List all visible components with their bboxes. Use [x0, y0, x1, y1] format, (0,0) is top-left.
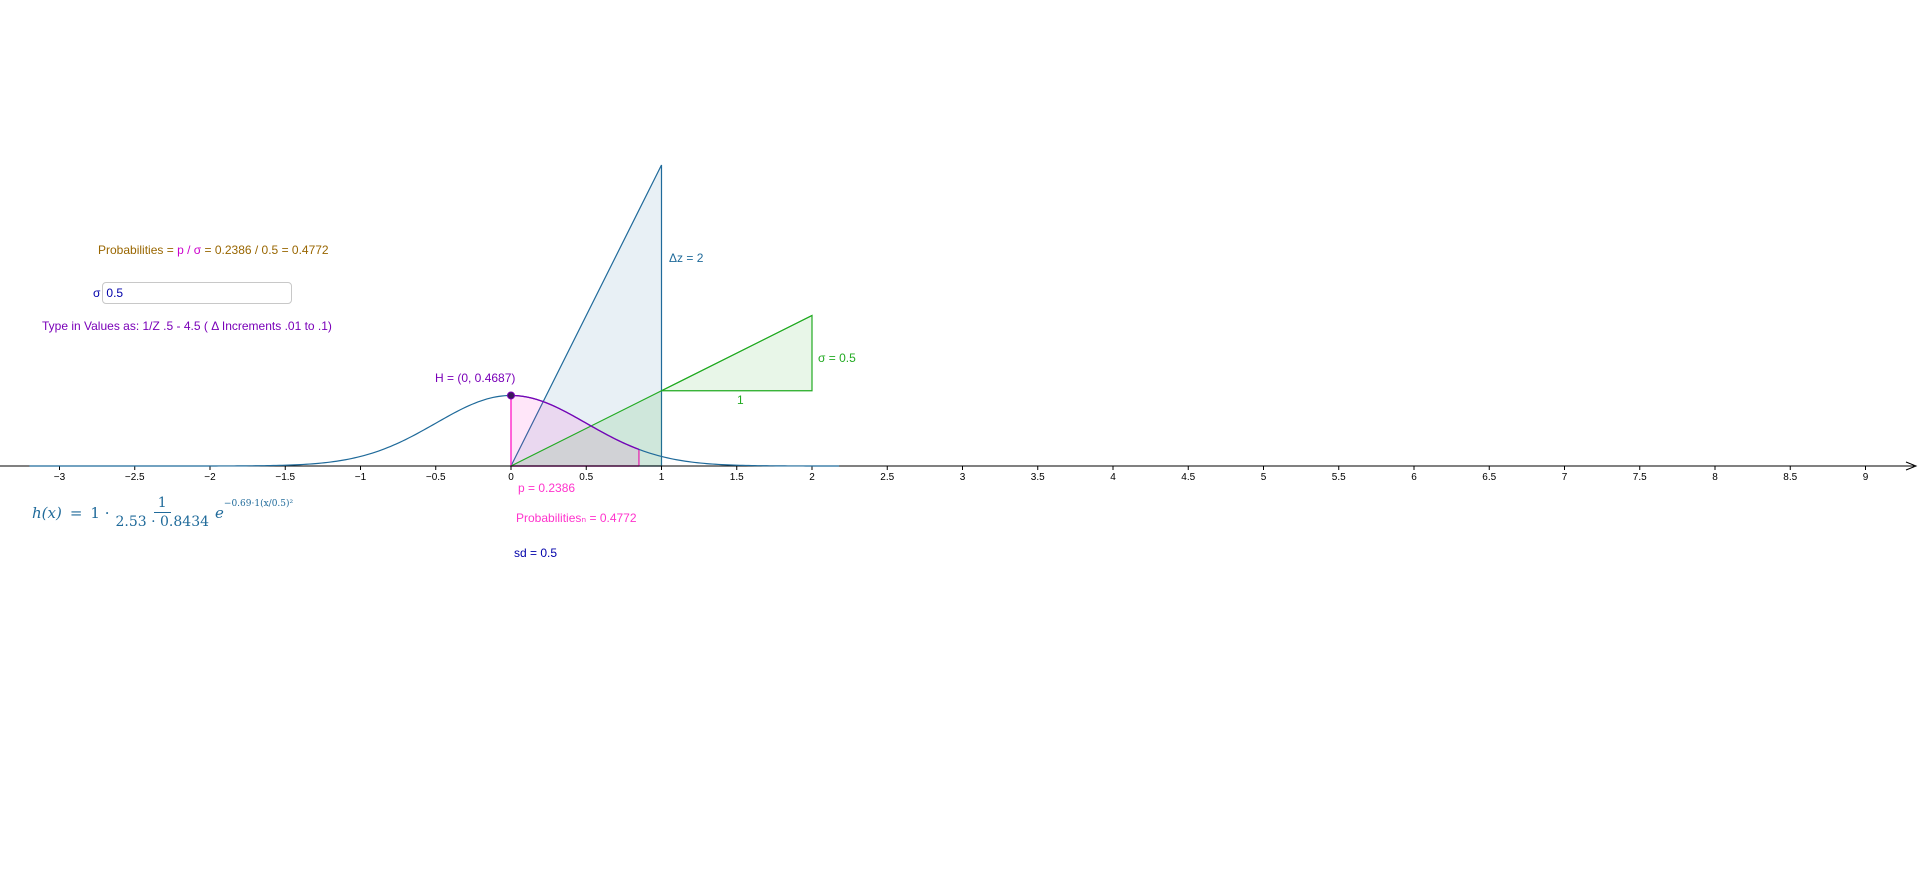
sigma-slope-line — [510, 314, 813, 467]
formula-exponent: −0.69·1(x/0.5)² — [223, 498, 294, 509]
x-tick-label: 1 — [659, 472, 665, 483]
x-tick-label: 4.5 — [1181, 472, 1195, 483]
sigma-input-label: σ — [93, 286, 101, 300]
x-tick-label: 7.5 — [1633, 472, 1647, 483]
sigma-input[interactable] — [102, 282, 293, 304]
x-tick-label: 2 — [809, 472, 815, 483]
x-tick-label: 1.5 — [730, 472, 744, 483]
x-tick-label: −0.5 — [426, 472, 446, 483]
x-tick-label: 0.5 — [579, 472, 593, 483]
formula-equals: = — [69, 503, 83, 522]
probability-result: = 0.2386 / 0.5 = 0.4772 — [204, 243, 329, 257]
delta-z-label: Δz = 2 — [669, 251, 704, 265]
formula-coefficient: 1 · — [90, 503, 110, 522]
x-tick-label: −1 — [355, 472, 367, 483]
normal-curve — [29, 394, 840, 467]
point-h-label: H = (0, 0.4687) — [435, 371, 516, 385]
p-label: p = 0.2386 — [518, 481, 576, 495]
x-tick-label: 4 — [1110, 472, 1116, 483]
x-tick-label: 0 — [508, 472, 514, 483]
run-label: 1 — [737, 393, 744, 407]
probability-ratio: p / σ — [177, 243, 202, 257]
sigma-label: σ = 0.5 — [818, 351, 856, 365]
x-axis-arrow-icon — [1905, 461, 1918, 471]
probability-prefix: Probabilities = — [98, 243, 174, 257]
x-tick-label: 8.5 — [1783, 472, 1797, 483]
hint-text: Type in Values as: 1/Z .5 - 4.5 ( Δ Incr… — [42, 319, 332, 333]
point-h — [507, 391, 515, 400]
x-tick-label: 3.5 — [1031, 472, 1045, 483]
p-area — [511, 395, 639, 466]
x-tick-label: −3 — [54, 472, 66, 483]
curve-area-segment — [510, 394, 640, 450]
x-tick-label: 6 — [1411, 472, 1417, 483]
x-tick-label: −2.5 — [125, 472, 145, 483]
x-tick-label: 5 — [1261, 472, 1267, 483]
x-tick-label: 5.5 — [1332, 472, 1346, 483]
formula-base: e — [215, 503, 224, 522]
formula-denominator: 2.53 · 0.8434 — [115, 514, 210, 530]
formula-numerator: 1 — [153, 495, 171, 513]
x-tick-label: 3 — [960, 472, 966, 483]
formula-fraction: 1 2.53 · 0.8434 — [116, 495, 210, 530]
sd-label: sd = 0.5 — [514, 546, 558, 560]
probability-formula: Probabilities = p / σ = 0.2386 / 0.5 = 0… — [98, 243, 329, 257]
sigma-input-row: σ — [93, 282, 293, 304]
x-tick-label: −2 — [204, 472, 216, 483]
x-tick-label: 6.5 — [1482, 472, 1496, 483]
x-tick-label: 9 — [1863, 472, 1869, 483]
x-tick-label: 7 — [1562, 472, 1568, 483]
formula-lhs: h(x) — [32, 503, 62, 522]
x-tick-label: −1.5 — [275, 472, 295, 483]
probabilities-label: Probabilitiesₙ = 0.4772 — [516, 511, 637, 525]
function-formula: h(x) = 1 · 1 2.53 · 0.8434 e −0.69·1(x/0… — [32, 495, 293, 530]
x-tick-label: 8 — [1712, 472, 1718, 483]
x-tick-label: 2.5 — [880, 472, 894, 483]
